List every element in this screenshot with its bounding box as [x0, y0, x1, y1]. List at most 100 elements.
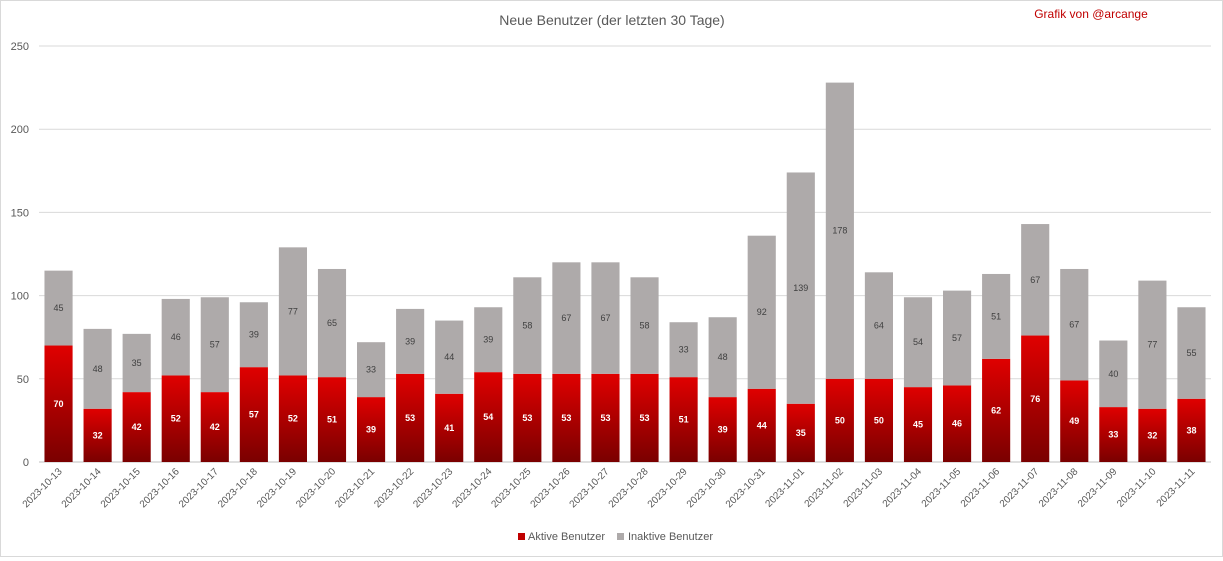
bar-inactive: [44, 270, 73, 346]
bar-inactive: [552, 262, 581, 374]
x-tick-label: 2023-11-09: [1076, 466, 1120, 510]
bar-inactive: [474, 307, 503, 373]
bar-inactive: [591, 262, 620, 374]
bar-active: [708, 397, 737, 462]
x-tick-label: 2023-11-07: [998, 466, 1042, 510]
bar-active: [396, 373, 425, 462]
bar-active: [122, 392, 151, 462]
bars: 70 45 32 48 42 35 52 46 42 57 57 39 52 77 51 65 39 33 53 39…: [44, 82, 1206, 462]
data-label-inactive: 65: [327, 318, 337, 328]
data-label-active: 70: [54, 399, 64, 409]
chart-credit: Grafik von @arcange: [1034, 7, 1148, 21]
data-label-inactive: 48: [718, 352, 728, 362]
bar-active: [864, 378, 893, 462]
bar-active: [982, 358, 1011, 462]
bar-active: [591, 373, 620, 462]
x-tick-label: 2023-10-28: [607, 466, 651, 510]
x-tick-label: 2023-11-08: [1037, 466, 1081, 510]
data-label-active: 35: [796, 428, 806, 438]
x-tick-label: 2023-10-30: [685, 466, 729, 510]
data-label-active: 53: [522, 413, 532, 423]
data-label-inactive: 67: [600, 313, 610, 323]
x-axis: 2023-10-132023-10-142023-10-152023-10-16…: [21, 466, 1198, 510]
x-tick-label: 2023-10-14: [60, 466, 104, 510]
legend-label-inactive: Inaktive Benutzer: [628, 531, 713, 543]
bar-active: [239, 367, 268, 462]
data-label-active: 39: [718, 425, 728, 435]
bar-inactive: [864, 272, 893, 379]
x-tick-label: 2023-10-22: [372, 466, 416, 510]
bar-active: [513, 373, 542, 462]
y-tick-label: 250: [11, 41, 29, 53]
x-tick-label: 2023-10-19: [255, 466, 299, 510]
bar-inactive: [357, 342, 386, 398]
x-tick-label: 2023-11-10: [1115, 466, 1159, 510]
bar-inactive: [239, 302, 268, 368]
bar-active: [44, 345, 73, 462]
data-label-inactive: 92: [757, 307, 767, 317]
bar-inactive: [278, 247, 307, 376]
bar-inactive: [161, 298, 190, 376]
data-label-inactive: 55: [1186, 348, 1196, 358]
bar-inactive: [786, 172, 815, 404]
data-label-active: 51: [327, 415, 337, 425]
data-label-inactive: 54: [913, 337, 923, 347]
data-label-inactive: 77: [288, 306, 298, 316]
data-label-inactive: 45: [54, 303, 64, 313]
chart-title: Neue Benutzer (der letzten 30 Tage): [499, 12, 724, 28]
bar-active: [825, 378, 854, 462]
bar-inactive: [83, 328, 112, 409]
bar-active: [474, 372, 503, 462]
bar-active: [1099, 407, 1128, 462]
bar-inactive: [513, 277, 542, 374]
bar-inactive: [1099, 340, 1128, 408]
x-tick-label: 2023-10-23: [411, 466, 455, 510]
bar-inactive: [1060, 268, 1089, 381]
bar-active: [317, 377, 347, 462]
bar-active: [747, 388, 776, 462]
x-tick-label: 2023-11-05: [920, 466, 964, 510]
data-label-inactive: 39: [249, 330, 259, 340]
bar-active: [786, 403, 815, 462]
data-label-inactive: 178: [832, 226, 847, 236]
data-label-active: 53: [640, 413, 650, 423]
legend-swatch-active: [518, 533, 525, 540]
bar-inactive: [396, 308, 425, 374]
data-label-inactive: 57: [952, 333, 962, 343]
data-label-inactive: 58: [522, 321, 532, 331]
bar-inactive: [943, 290, 972, 386]
data-label-inactive: 40: [1108, 369, 1118, 379]
data-label-active: 32: [1147, 430, 1157, 440]
gridlines: [39, 45, 1211, 463]
bar-inactive: [200, 297, 229, 393]
x-tick-label: 2023-10-27: [568, 466, 612, 510]
data-label-active: 49: [1069, 416, 1079, 426]
data-label-inactive: 67: [1030, 275, 1040, 285]
bar-active: [669, 377, 698, 462]
x-tick-label: 2023-11-01: [763, 466, 807, 510]
bar-active: [1138, 408, 1167, 462]
x-tick-label: 2023-10-31: [724, 466, 768, 510]
y-tick-label: 150: [11, 207, 29, 219]
data-label-active: 52: [171, 414, 181, 424]
bar-inactive: [1021, 224, 1050, 336]
bar-inactive: [747, 235, 776, 389]
data-label-inactive: 67: [1069, 320, 1079, 330]
data-label-inactive: 44: [444, 352, 454, 362]
bar-inactive: [1177, 307, 1206, 399]
data-label-active: 42: [132, 422, 142, 432]
legend-label-active: Aktive Benutzer: [528, 531, 605, 543]
data-label-inactive: 77: [1147, 340, 1157, 350]
data-label-inactive: 48: [93, 364, 103, 374]
x-tick-label: 2023-10-17: [177, 466, 221, 510]
legend-swatch-inactive: [617, 533, 624, 540]
bar-inactive: [708, 317, 737, 398]
bar-active: [630, 373, 659, 462]
data-label-active: 53: [561, 413, 571, 423]
bar-inactive: [122, 333, 151, 393]
x-tick-label: 2023-11-06: [959, 466, 1003, 510]
bar-active: [943, 385, 972, 462]
bar-inactive: [825, 82, 854, 379]
